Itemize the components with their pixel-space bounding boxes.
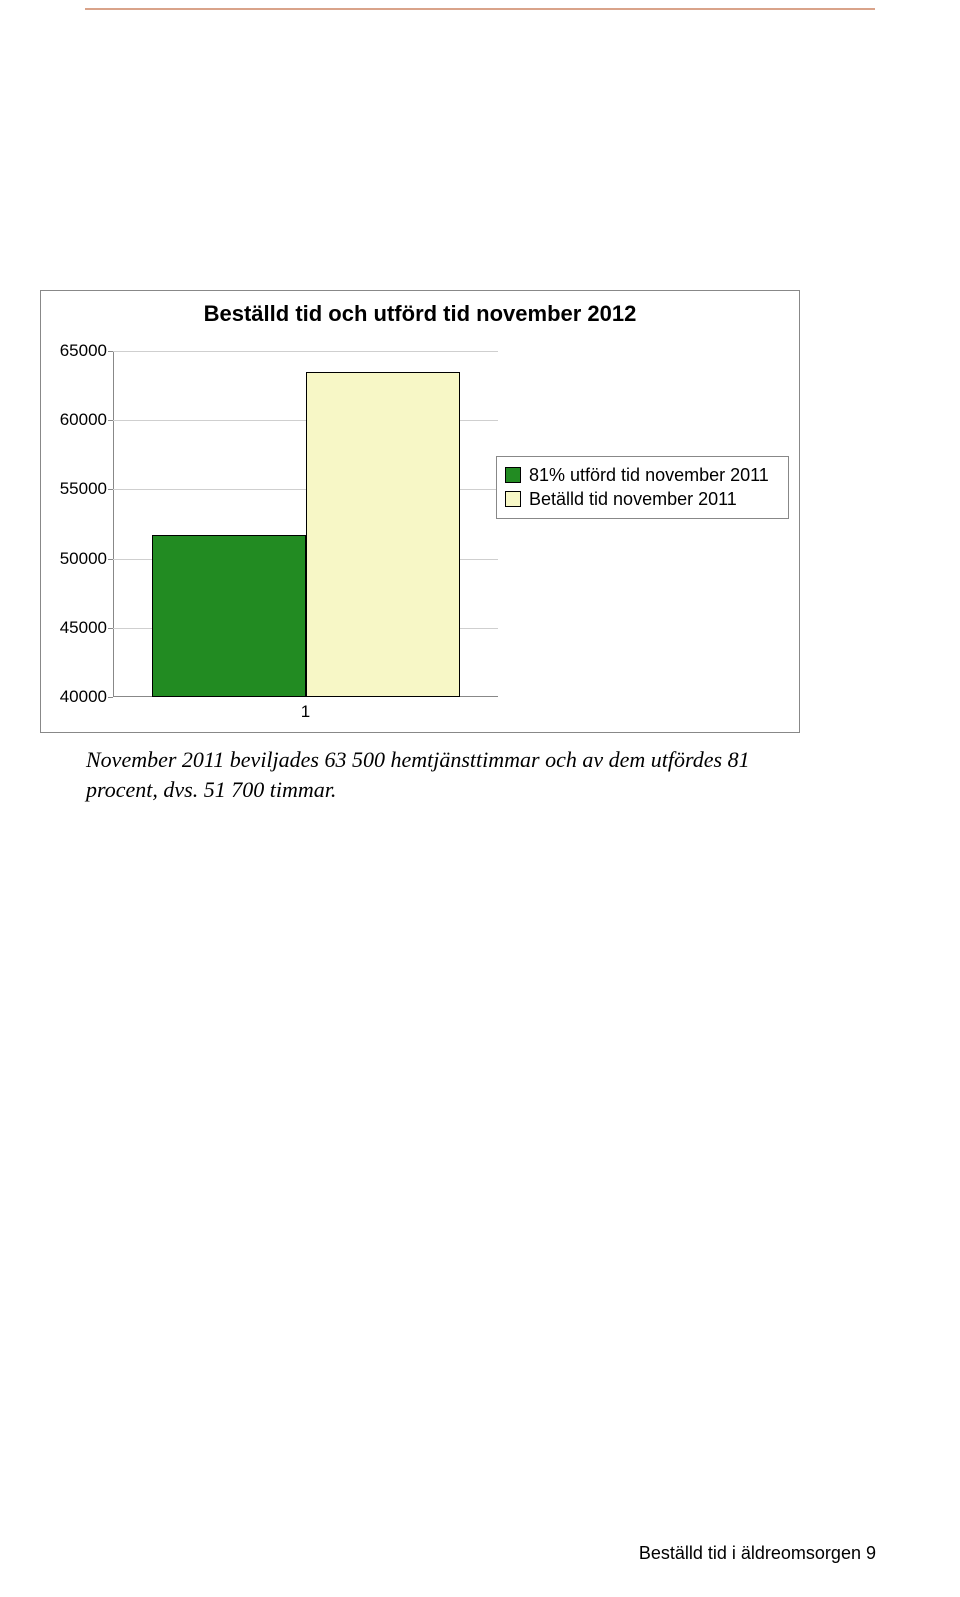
ytick-label: 65000 [55,341,107,361]
top-rule [85,8,875,10]
gridline [113,351,498,352]
legend-label: 81% utförd tid november 2011 [529,463,769,487]
plot-area: 4000045000500005500060000650001 [113,351,498,697]
ytick-mark [108,628,113,629]
bar-utford [152,535,306,697]
legend-item: 81% utförd tid november 2011 [505,463,780,487]
ytick-mark [108,351,113,352]
legend-label: Betälld tid november 2011 [529,487,737,511]
footer-text: Beställd tid i äldreomsorgen [639,1543,861,1563]
page-number: 9 [866,1543,876,1563]
legend-swatch-icon [505,491,521,507]
caption-text: November 2011 beviljades 63 500 hemtjäns… [86,745,826,804]
legend-swatch-icon [505,467,521,483]
ytick-mark [108,559,113,560]
footer: Beställd tid i äldreomsorgen 9 [639,1543,876,1564]
ytick-mark [108,697,113,698]
legend-item: Betälld tid november 2011 [505,487,780,511]
ytick-label: 50000 [55,549,107,569]
bar-chart: Beställd tid och utförd tid november 201… [40,290,800,733]
bar-bestalld [306,372,460,697]
legend: 81% utförd tid november 2011Betälld tid … [496,456,789,519]
ytick-mark [108,489,113,490]
ytick-label: 60000 [55,410,107,430]
ytick-label: 40000 [55,687,107,707]
xtick-label: 1 [113,702,498,722]
y-axis [113,351,114,697]
ytick-label: 55000 [55,479,107,499]
ytick-label: 45000 [55,618,107,638]
ytick-mark [108,420,113,421]
chart-title: Beställd tid och utförd tid november 201… [41,301,799,327]
